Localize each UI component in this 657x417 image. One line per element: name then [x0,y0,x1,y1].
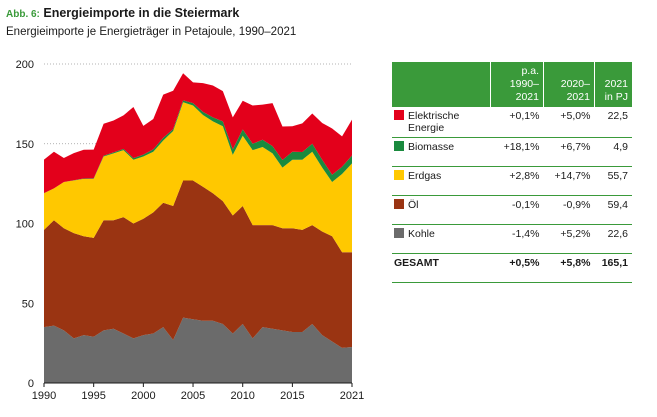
legend-row: Elektrische Energie +0,1% +5,0% 22,5 [392,107,632,138]
legend-value-yoy: +14,7% [543,166,595,196]
x-tick-label: 1990 [32,390,56,402]
legend-header-row: p.a. 1990–2021 2020–2021 2021 in PJ [392,62,632,107]
legend-category: Biomasse [392,137,491,167]
figure-title: Abb. 6: Energieimporte in die Steiermark [6,6,239,20]
legend-value-pa: -1,4% [490,224,544,254]
legend-value-pj: 22,6 [594,224,632,254]
total-yoy: +5,8% [543,253,595,283]
x-tick-label: 2005 [181,390,205,402]
legend-row: Kohle -1,4% +5,2% 22,6 [392,224,632,254]
area-series-5 [44,73,352,194]
legend-row: Biomasse +18,1% +6,7% 4,9 [392,137,632,167]
legend-category: Erdgas [392,166,491,196]
y-tick-label: 200 [16,59,34,71]
area-series-2 [44,180,352,348]
legend-value-pa: +2,8% [490,166,544,196]
x-tick-label: 2000 [131,390,155,402]
header-pa: p.a. 1990–2021 [490,62,544,107]
x-tick-label: 1995 [81,390,105,402]
legend-row: Öl -0,1% -0,9% 59,4 [392,195,632,225]
legend-swatch [394,199,404,209]
legend-value-pa: +0,1% [490,107,544,138]
legend-swatch [394,110,404,120]
total-label: GESAMT [392,253,491,283]
legend-value-yoy: +5,2% [543,224,595,254]
legend-swatch [394,141,404,151]
legend-value-yoy: +6,7% [543,137,595,167]
y-tick-label: 0 [28,378,34,390]
area-series-1 [44,317,352,383]
header-yoy: 2020–2021 [542,62,595,107]
legend-value-pa: -0,1% [490,195,544,225]
legend-value-pj: 59,4 [594,195,632,225]
legend-value-yoy: -0,9% [543,195,595,225]
legend-label: Kohle [408,228,435,240]
legend-swatch [394,170,404,180]
y-tick-label: 150 [16,139,34,151]
figure-number: Abb. 6: [6,9,40,20]
total-pj: 165,1 [594,253,632,283]
legend-row: Erdgas +2,8% +14,7% 55,7 [392,166,632,196]
legend-swatch [394,228,404,238]
legend-label: Elektrische Energie [408,110,460,134]
figure-subtitle: Energieimporte je Energieträger in Petaj… [6,26,297,38]
legend-label: Öl [408,199,419,211]
legend-label: Biomasse [408,141,455,153]
legend-total-row: GESAMT +0,5% +5,8% 165,1 [392,253,632,283]
legend-value-pj: 4,9 [594,137,632,167]
y-tick-label: 50 [22,298,34,310]
legend-value-pj: 22,5 [594,107,632,138]
x-tick-label: 2021 [340,390,364,402]
x-tick-label: 2010 [230,390,254,402]
figure-title-text: Energieimporte in die Steiermark [43,6,240,20]
legend-category: Öl [392,195,491,225]
area-series-3 [44,102,352,253]
legend-category: Kohle [392,224,491,254]
legend-header-empty [392,62,491,107]
legend-value-pa: +18,1% [490,137,544,167]
y-tick-label: 100 [16,219,34,231]
total-pa: +0,5% [490,253,544,283]
legend-category: Elektrische Energie [392,107,491,138]
stacked-area-chart: 0 50 100 150 200 1990 1995 2000 2005 2010 2015 2021 [16,59,365,402]
legend-value-pj: 55,7 [594,166,632,196]
legend-label: Erdgas [408,170,442,182]
legend-table: p.a. 1990–2021 2020–2021 2021 in PJ Elek… [392,62,632,283]
x-tick-label: 2015 [280,390,304,402]
legend-value-yoy: +5,0% [543,107,595,138]
header-2021-pj: 2021 in PJ [593,62,632,107]
